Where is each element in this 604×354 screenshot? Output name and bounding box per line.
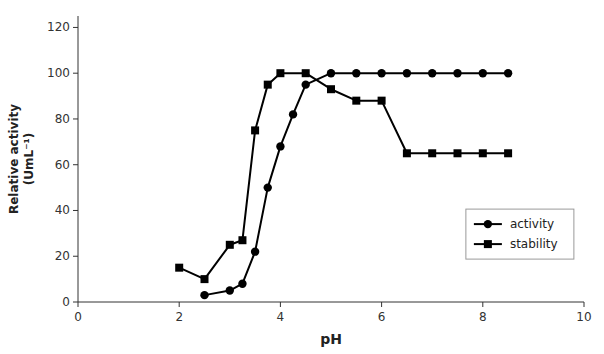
y-tick xyxy=(73,302,78,303)
y-axis-label-line: Relative activity xyxy=(7,104,21,214)
point-marker xyxy=(403,149,411,157)
point-marker xyxy=(453,69,461,77)
x-axis-label: pH xyxy=(320,331,342,347)
y-tick xyxy=(73,73,78,74)
x-tick xyxy=(482,302,483,307)
x-tick xyxy=(381,302,382,307)
x-tick xyxy=(280,302,281,307)
point-marker xyxy=(352,97,360,105)
point-marker xyxy=(200,291,208,299)
point-marker xyxy=(264,183,272,191)
y-tick-label: 80 xyxy=(55,112,70,126)
y-tick xyxy=(73,118,78,119)
point-marker xyxy=(504,149,512,157)
series-line xyxy=(205,73,509,295)
x-tick-label: 4 xyxy=(277,310,285,324)
legend-label: activity xyxy=(510,217,554,231)
y-tick-label: 100 xyxy=(47,66,70,80)
point-marker xyxy=(327,69,335,77)
series-line xyxy=(179,73,508,279)
x-tick xyxy=(179,302,180,307)
point-marker xyxy=(264,81,272,89)
point-marker xyxy=(302,80,310,88)
legend-box xyxy=(466,209,574,259)
plot-area xyxy=(175,69,512,299)
y-axis-line xyxy=(78,16,79,302)
y-tick-label: 0 xyxy=(62,295,70,309)
point-marker xyxy=(238,236,246,244)
point-marker xyxy=(504,69,512,77)
point-marker xyxy=(238,279,246,287)
x-tick xyxy=(584,302,585,307)
point-marker xyxy=(454,149,462,157)
point-marker xyxy=(175,264,183,272)
point-marker xyxy=(428,149,436,157)
point-marker xyxy=(479,149,487,157)
x-tick-label: 6 xyxy=(378,310,386,324)
point-marker xyxy=(302,69,310,77)
point-marker xyxy=(201,275,209,283)
legend-swatch-marker xyxy=(484,240,492,248)
point-marker xyxy=(378,97,386,105)
point-marker xyxy=(276,69,284,77)
y-tick xyxy=(73,164,78,165)
x-tick-label: 0 xyxy=(74,310,82,324)
point-marker xyxy=(403,69,411,77)
legend-swatch-marker xyxy=(484,220,492,228)
y-tick xyxy=(73,210,78,211)
legend-label: stability xyxy=(510,237,558,251)
point-marker xyxy=(377,69,385,77)
point-marker xyxy=(226,286,234,294)
point-marker xyxy=(289,110,297,118)
point-marker xyxy=(352,69,360,77)
legend: activity stability xyxy=(466,209,574,259)
y-tick-label: 120 xyxy=(47,20,70,34)
point-marker xyxy=(251,247,259,255)
y-tick-label: 20 xyxy=(55,249,70,263)
chart: 0246810020406080100120pHRelative activit… xyxy=(0,0,604,354)
point-marker xyxy=(251,126,259,134)
x-tick xyxy=(78,302,79,307)
point-marker xyxy=(479,69,487,77)
x-axis-line xyxy=(78,302,584,303)
y-tick-label: 40 xyxy=(55,203,70,217)
point-marker xyxy=(327,85,335,93)
y-tick-label: 60 xyxy=(55,158,70,172)
point-marker xyxy=(226,241,234,249)
point-marker xyxy=(428,69,436,77)
x-tick-label: 8 xyxy=(479,310,487,324)
y-axis-label: Relative activity(UmL⁻¹) xyxy=(7,104,36,214)
x-tick-label: 2 xyxy=(175,310,183,324)
y-tick xyxy=(73,27,78,28)
y-axis-label-line: (UmL⁻¹) xyxy=(22,133,36,185)
x-tick-label: 10 xyxy=(576,310,591,324)
y-tick xyxy=(73,256,78,257)
point-marker xyxy=(276,142,284,150)
